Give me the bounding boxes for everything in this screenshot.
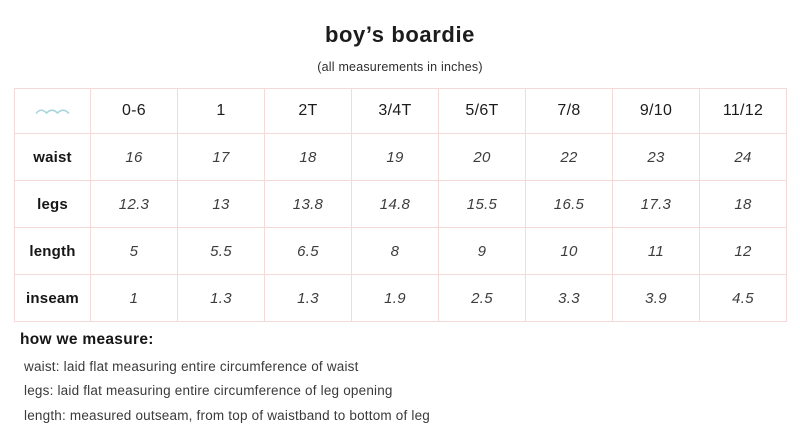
- table-cell: 19: [351, 133, 439, 181]
- table-cell: 17.3: [612, 180, 700, 228]
- how-we-measure-section: how we measure: waist: laid flat measuri…: [20, 331, 430, 423]
- table-cell: 18: [699, 180, 787, 228]
- measure-note-legs: legs: laid flat measuring entire circumf…: [24, 383, 393, 398]
- table-row-legs: legs 12.3 13 13.8 14.8 15.5 16.5 17.3 18: [14, 180, 787, 228]
- column-header: 2T: [264, 88, 352, 134]
- table-cell: 13: [177, 180, 265, 228]
- table-cell: 12.3: [90, 180, 178, 228]
- row-label: legs: [14, 180, 91, 228]
- table-cell: 16.5: [525, 180, 613, 228]
- column-header: 9/10: [612, 88, 700, 134]
- row-label: waist: [14, 133, 91, 181]
- table-cell: 22: [525, 133, 613, 181]
- column-header: 11/12: [699, 88, 787, 134]
- table-header-row: 0-6 1 2T 3/4T 5/6T 7/8 9/10 11/12: [14, 88, 787, 134]
- table-cell: 5.5: [177, 227, 265, 275]
- table-cell: 14.8: [351, 180, 439, 228]
- table-cell: 23: [612, 133, 700, 181]
- table-cell: 8: [351, 227, 439, 275]
- table-cell: 13.8: [264, 180, 352, 228]
- table-cell: 20: [438, 133, 526, 181]
- row-label: length: [14, 227, 91, 275]
- table-cell: 1.9: [351, 274, 439, 322]
- table-cell: 11: [612, 227, 700, 275]
- table-cell: 10: [525, 227, 613, 275]
- column-header: 7/8: [525, 88, 613, 134]
- table-cell: 12: [699, 227, 787, 275]
- size-table: 0-6 1 2T 3/4T 5/6T 7/8 9/10 11/12 waist …: [14, 88, 787, 322]
- table-cell: 3.9: [612, 274, 700, 322]
- table-cell: 9: [438, 227, 526, 275]
- table-row-inseam: inseam 1 1.3 1.3 1.9 2.5 3.3 3.9 4.5: [14, 274, 787, 322]
- table-cell: 2.5: [438, 274, 526, 322]
- page-subtitle: (all measurements in inches): [317, 60, 483, 74]
- table-cell: 15.5: [438, 180, 526, 228]
- wave-icon: [15, 105, 90, 117]
- page-title: boy’s boardie: [324, 22, 476, 47]
- table-cell: 1.3: [177, 274, 265, 322]
- measure-note-length: length: measured outseam, from top of wa…: [24, 407, 431, 423]
- table-cell: 18: [264, 133, 352, 181]
- table-row-waist: waist 16 17 18 19 20 22 23 24: [14, 133, 787, 181]
- table-cell: 4.5: [699, 274, 787, 322]
- table-cell: 1: [90, 274, 178, 322]
- table-cell: 5: [90, 227, 178, 275]
- column-header: 5/6T: [438, 88, 526, 134]
- measure-note-waist: waist: laid flat measuring entire circum…: [24, 358, 359, 374]
- table-cell: 16: [90, 133, 178, 181]
- column-header: 0-6: [90, 88, 178, 134]
- column-header: 3/4T: [351, 88, 439, 134]
- table-cell: 1.3: [264, 274, 352, 322]
- table-corner-cell: [14, 88, 91, 134]
- table-row-length: length 5 5.5 6.5 8 9 10 11 12: [14, 227, 787, 275]
- table-cell: 6.5: [264, 227, 352, 275]
- column-header: 1: [177, 88, 265, 134]
- table-cell: 17: [177, 133, 265, 181]
- table-cell: 24: [699, 133, 787, 181]
- how-we-measure-heading: how we measure:: [20, 331, 154, 348]
- row-label: inseam: [14, 274, 91, 322]
- table-cell: 3.3: [525, 274, 613, 322]
